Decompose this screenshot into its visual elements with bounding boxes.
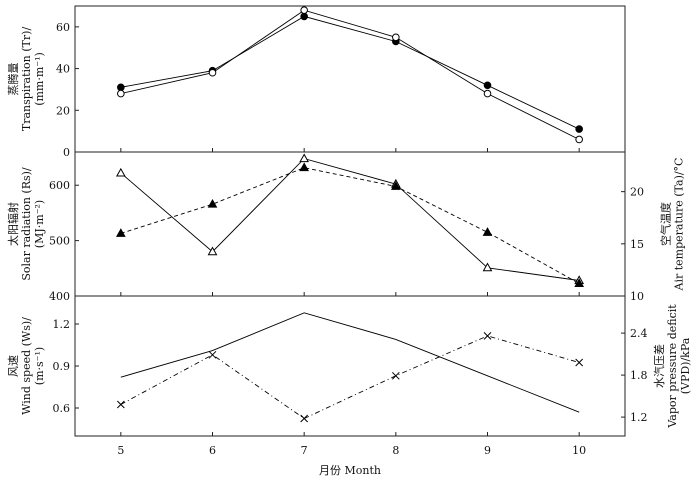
panel2-right-ylabel-line-1: 空气温度 [659, 202, 673, 246]
panel1-ylabel: 蒸腾量 Transpiration (Tr)/(mm·m⁻¹) [6, 27, 46, 132]
panel3-series1-line [120, 312, 580, 413]
panel2-left-ticklabel-400: 400 [49, 290, 70, 303]
panel3-left-ticklabel-1.2: 1.2 [53, 318, 71, 331]
panel3-series2-point-7 [300, 414, 309, 423]
panel1-series2-point-9 [483, 89, 492, 98]
panel2-right-ylabel: 空气温度 Air temperature (Ta)/°C [659, 158, 686, 292]
panel2-series1-line [120, 158, 580, 281]
panel2-series2-point-10 [574, 278, 585, 287]
panel1-left-ticklabel-40: 40 [56, 63, 70, 76]
panel2-series2-point-6 [207, 198, 218, 208]
x-ticklabel-8: 8 [392, 444, 399, 457]
panel1-series2-line [120, 9, 580, 140]
panel2-series1-point-7 [299, 153, 310, 163]
panel3-left-ticklabel-0.6: 0.6 [53, 402, 71, 415]
panel2-left-ticklabel-600: 600 [49, 179, 70, 192]
panel3-left-ylabel-line-2: Wind speed (Ws)/ [20, 317, 33, 415]
x-ticklabel-10: 10 [572, 444, 586, 457]
panel3-right-ticklabel-1.2: 1.2 [630, 411, 648, 424]
panel1-left-ticklabel-60: 60 [56, 21, 70, 34]
panel1-left-ticklabel-0: 0 [63, 146, 70, 159]
panel2-frame [74, 151, 626, 297]
panel3-left-ylabel-line-3: (m·s⁻¹) [33, 347, 46, 385]
panel3-right-ylabel: 水汽压差 Vapor pressure deficit (VPD)/kPa [652, 304, 692, 429]
x-ticklabel-5: 5 [117, 444, 124, 457]
panel2-series2-point-7 [299, 162, 310, 172]
panel3-series2-point-8 [391, 371, 400, 380]
panel2-left-ylabel-line-1: 太阳辐射 [6, 202, 20, 246]
panel1-series1-point-9 [483, 81, 492, 90]
panel3-right-ylabel-line-1: 水汽压差 [652, 344, 666, 388]
panel1-series2-point-10 [575, 135, 583, 144]
x-ticklabel-7: 7 [301, 444, 308, 457]
panel3-frame [74, 295, 626, 437]
panel3-right-ticklabel-1.8: 1.8 [630, 369, 648, 382]
panel1-ylabel-line-3: (mm·m⁻¹) [33, 52, 46, 106]
panel2-left-ticklabel-500: 500 [49, 235, 70, 248]
panel3-series2-line [120, 335, 580, 420]
x-axis-label: 月份 Month [319, 464, 381, 477]
panel2-left-ylabel-line-3: (MJ·m⁻²) [33, 200, 46, 248]
panel2-series2-point-8 [390, 181, 401, 190]
panel3-left-ylabel-line-1: 风速 [7, 355, 20, 377]
x-ticklabel-9: 9 [484, 444, 491, 457]
panel2-series2-line [120, 167, 580, 284]
panel2-right-ticklabel-10: 10 [630, 290, 644, 303]
panel1-ylabel-line-2: Transpiration (Tr)/ [20, 27, 33, 132]
panel3-right-ylabel-line-2: Vapor pressure deficit [666, 304, 679, 429]
panel3-series2-point-9 [483, 332, 492, 340]
panel2-left-ylabel-line-2: Solar radiation (Rs)/ [20, 167, 33, 281]
panel1-left-ticklabel-20: 20 [56, 104, 70, 117]
panel3-series2-point-10 [575, 358, 584, 367]
panel1-series1-point-5 [117, 83, 125, 92]
panel1-series2-point-8 [392, 33, 400, 42]
panel3-series2-point-5 [116, 400, 125, 409]
panel3-series2-point-6 [208, 350, 217, 359]
panel3-left-ylabel: 风速 Wind speed (Ws)/(m·s⁻¹) [7, 317, 46, 415]
panel3-right-ylabel-line-3: (VPD)/kPa [679, 337, 692, 394]
panel1-series1-point-7 [300, 12, 308, 21]
panel2-left-ylabel: 太阳辐射 Solar radiation (Rs)/(MJ·m⁻²) [6, 167, 46, 281]
panel1-series1-point-10 [575, 125, 583, 133]
panel2-right-ticklabel-15: 15 [630, 238, 644, 251]
panel2-series1-point-6 [207, 246, 218, 256]
panel1-ylabel-line-1: 蒸腾量 [6, 63, 20, 96]
panel1-series2-point-5 [117, 89, 125, 98]
panel1-frame [74, 5, 626, 153]
panel2-right-ylabel-line-2: Air temperature (Ta)/°C [673, 158, 686, 292]
panel2-series1-point-9 [482, 262, 493, 272]
panel3-left-ticklabel-0.9: 0.9 [53, 360, 71, 373]
panel1-series2-point-7 [300, 6, 308, 14]
panel3-right-ticklabel-2.4: 2.4 [630, 327, 648, 340]
panel2-series1-point-5 [115, 167, 126, 177]
panel2-series2-point-9 [482, 227, 493, 236]
panel2-series2-point-5 [115, 228, 126, 237]
panel1-series2-point-6 [208, 68, 217, 77]
panel2-right-ticklabel-20: 20 [630, 186, 644, 199]
panel1-series1-line [120, 15, 580, 130]
x-ticklabel-6: 6 [209, 444, 216, 457]
